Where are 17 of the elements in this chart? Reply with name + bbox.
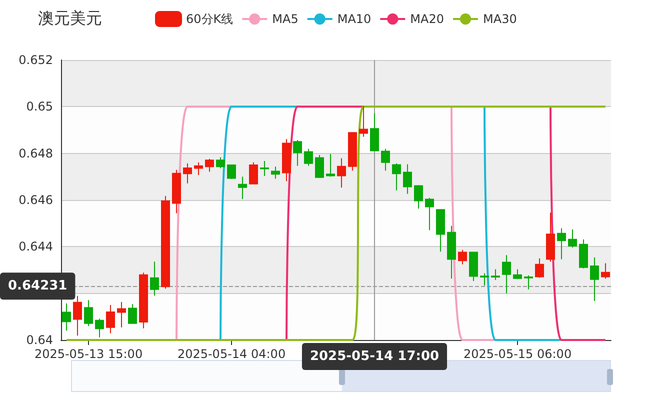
- y-tick-label: 0.648: [18, 146, 53, 160]
- y-tick-label: 0.65: [26, 100, 53, 114]
- x-tick-label: 2025-05-14 17:00: [310, 349, 440, 364]
- legend-label: MA5: [272, 12, 298, 26]
- y-tick-label: 0.646: [18, 193, 53, 207]
- chart-title: 澳元美元: [38, 8, 102, 28]
- x-tick-label: 2025-05-15 06:00: [463, 347, 572, 361]
- y-tick-label: 0.64: [26, 333, 53, 347]
- ref-line-label: 0.64231: [8, 278, 68, 294]
- x-tick-label: 2025-05-13 15:00: [34, 347, 143, 361]
- x-tick-label: 2025-05-14 04:00: [177, 347, 286, 361]
- y-tick-label: 0.652: [18, 53, 53, 67]
- legend-label: MA10: [337, 12, 372, 26]
- legend-label: MA30: [483, 12, 517, 26]
- y-tick-label: 0.644: [18, 240, 53, 254]
- legend-label: 60分K线: [186, 12, 234, 26]
- legend-label: MA20: [410, 12, 444, 26]
